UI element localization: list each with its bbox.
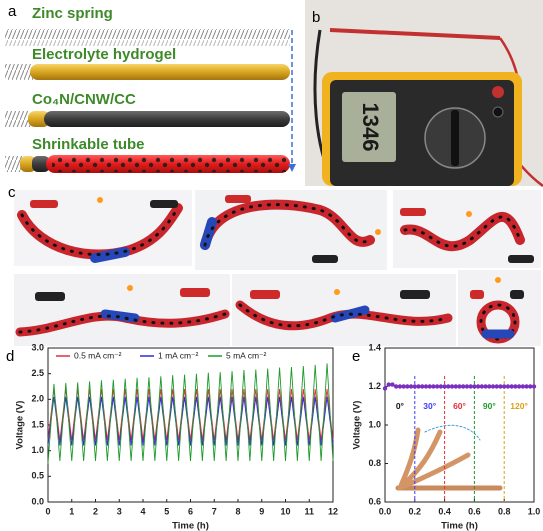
annotation: 30° [423,401,436,411]
arrow-head [288,164,296,172]
layer-label: Electrolyte hydrogel [32,46,176,63]
figure: a Zinc spring Electrolyte hydrogel Co₄N/… [0,0,543,531]
y-axis-label: Voltage (V) [15,401,26,450]
panel-b: 1346 b [305,0,543,186]
cathode-rod [44,111,290,127]
x-tick-label: 1 [69,506,74,516]
series-line [48,363,333,463]
data-point [532,384,536,388]
dial-knob [451,110,459,166]
lcd-reading: 1346 [358,103,383,152]
x-tick-label: 8 [235,506,240,516]
annotation: 0° [396,401,405,411]
panel-label: c [8,184,16,201]
panel-label: e [352,348,360,365]
x-tick-label: 6 [188,506,193,516]
data-point [390,382,394,386]
legend-label: 1 mA cm⁻² [158,350,199,360]
x-tick-label: 0.6 [468,506,481,516]
x-tick-label: 5 [164,506,169,516]
hydrogel-rod [30,64,290,80]
layer-label: Shrinkable tube [32,136,145,153]
zinc-spring [5,111,30,127]
plot-frame [48,348,333,502]
x-tick-label: 11 [304,506,314,516]
x-tick-label: 0.0 [379,506,392,516]
x-tick-label: 7 [212,506,217,516]
data-point [383,386,387,390]
x-tick-label: 0 [45,506,50,516]
x-tick-label: 10 [280,506,290,516]
x-axis-label: Time (h) [172,521,209,531]
y-tick-label: 0.0 [31,496,44,506]
y-tick-label: 1.0 [368,419,381,429]
tube-dots [52,156,286,172]
x-tick-label: 12 [328,506,338,516]
panel-label: d [6,348,14,365]
layer-label: Zinc spring [32,5,113,22]
layer-label: Co₄N/CNW/CC [32,91,136,108]
jack [492,86,504,98]
photo-bg [232,274,456,346]
x-tick-label: 4 [140,506,145,516]
legend-label: 5 mA cm⁻² [226,350,267,360]
x-tick-label: 0.4 [438,506,451,516]
y-tick-label: 0.8 [368,458,381,468]
y-tick-label: 1.0 [31,445,44,455]
y-tick-label: 0.5 [31,471,44,481]
panel-a: a Zinc spring Electrolyte hydrogel Co₄N/… [5,3,296,173]
x-tick-label: 9 [259,506,264,516]
photo-bg [14,274,230,346]
y-tick-label: 2.0 [31,394,44,404]
y-tick-label: 1.2 [368,381,381,391]
x-tick-label: 3 [117,506,122,516]
x-tick-label: 1.0 [528,506,541,516]
y-tick-label: 1.5 [31,419,44,429]
annotation: 90° [483,401,496,411]
jack [493,107,503,117]
annotation: 60° [453,401,466,411]
legend-label: 0.5 mA cm⁻² [74,350,122,360]
panel-c: c [8,184,541,346]
x-axis-label: Time (h) [441,521,478,531]
x-tick-label: 0.2 [409,506,422,516]
panel-label: a [8,3,17,20]
panel-label: b [312,9,320,26]
zinc-spring [5,29,290,39]
y-tick-label: 2.5 [31,368,44,378]
y-tick-label: 3.0 [31,342,44,352]
x-tick-label: 0.8 [498,506,511,516]
y-tick-label: 0.6 [368,496,381,506]
annotation: 120° [510,401,528,411]
x-tick-label: 2 [93,506,98,516]
bend-photo [398,425,500,488]
y-tick-label: 1.4 [368,342,381,352]
zinc-spring [5,64,33,80]
y-axis-label: Voltage (V) [352,401,363,450]
